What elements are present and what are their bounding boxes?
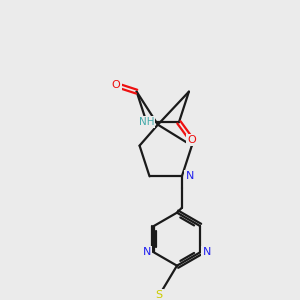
Text: N: N [202, 248, 211, 257]
Text: NH: NH [139, 117, 154, 128]
Text: N: N [143, 248, 151, 257]
Text: O: O [112, 80, 121, 90]
Text: O: O [187, 135, 196, 145]
Text: S: S [156, 290, 163, 300]
Text: N: N [185, 171, 194, 182]
